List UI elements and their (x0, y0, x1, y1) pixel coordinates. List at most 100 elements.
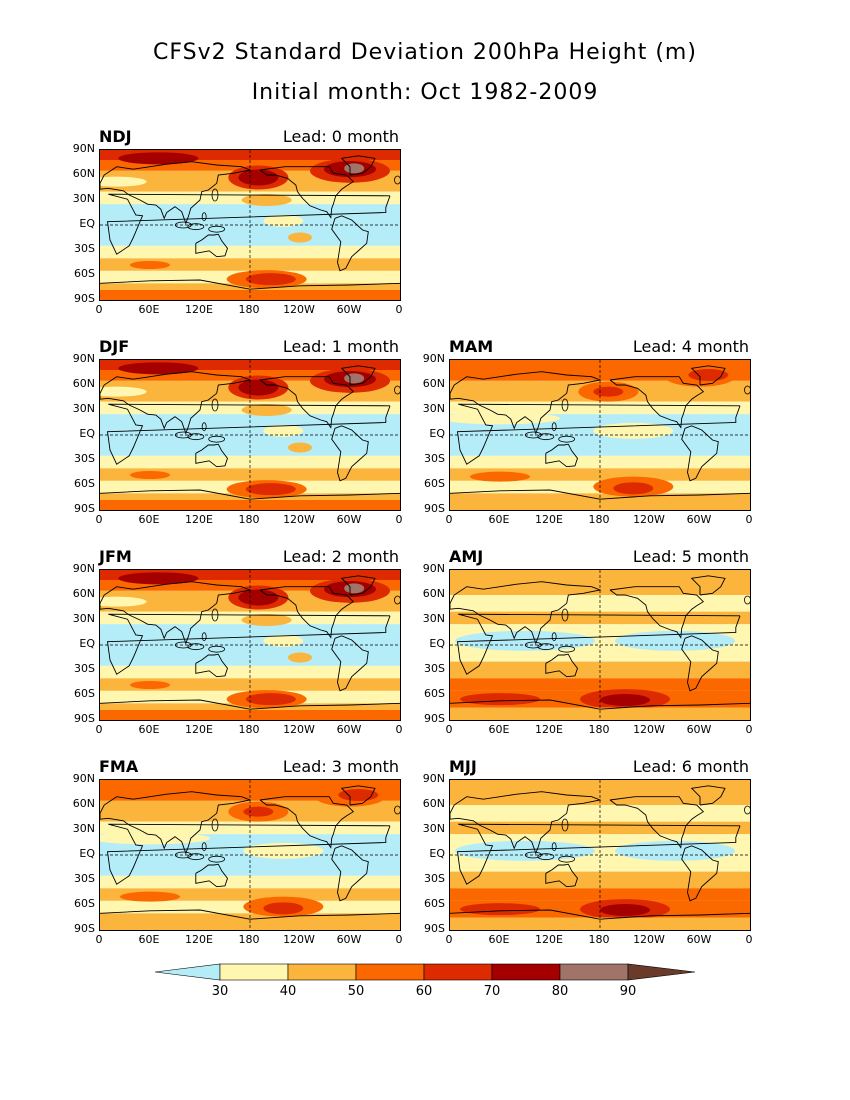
lat-tick-label: 60S (424, 687, 445, 700)
lon-tick-label: 180 (238, 303, 260, 316)
lon-tick-label: 0 (745, 513, 753, 526)
lat-tick-label: 30N (72, 822, 95, 835)
lon-tick-label: 60E (138, 933, 160, 946)
lat-tick-label: 30S (74, 452, 95, 465)
lon-tick-label: 60W (336, 513, 362, 526)
lon-tick-label: 120E (185, 933, 213, 946)
lat-tick-label: EQ (79, 847, 95, 860)
panel-lead: Lead: 1 month (282, 337, 399, 356)
lon-tick-label: 0 (95, 933, 103, 946)
lon-tick-label: 120E (535, 723, 563, 736)
lon-tick-label: 60W (336, 303, 362, 316)
lon-tick-label: 60E (488, 723, 510, 736)
lon-tick-label: 0 (445, 513, 453, 526)
lat-tick-label: 90N (72, 352, 95, 365)
colorbar-tick-label: 50 (347, 984, 365, 999)
lon-tick-label: 0 (745, 723, 753, 736)
map-canvas (99, 359, 401, 511)
lat-tick-label: 60S (74, 897, 95, 910)
lat-tick-label: 90S (74, 712, 95, 725)
lon-tick-label: 0 (95, 723, 103, 736)
lat-tick-label: 30N (72, 402, 95, 415)
lon-tick-label: 120W (283, 303, 315, 316)
lat-tick-label: 60S (74, 477, 95, 490)
lat-tick-label: EQ (79, 427, 95, 440)
lat-tick-label: EQ (79, 217, 95, 230)
lat-tick-label: 30S (424, 662, 445, 675)
lon-tick-label: 60W (336, 723, 362, 736)
panel-season: MAM (449, 337, 494, 356)
page-subtitle: Initial month: Oct 1982-2009 (251, 80, 599, 105)
lon-tick-label: 180 (238, 933, 260, 946)
panel-lead: Lead: 5 month (632, 547, 749, 566)
lat-tick-label: EQ (429, 427, 445, 440)
lon-tick-label: 0 (395, 513, 403, 526)
lat-tick-label: 60N (72, 587, 95, 600)
lat-tick-label: 30N (72, 612, 95, 625)
panel-lead: Lead: 6 month (632, 757, 749, 776)
page-title: CFSv2 Standard Deviation 200hPa Height (… (153, 40, 697, 65)
panel-lead: Lead: 0 month (282, 127, 399, 146)
lon-tick-label: 120W (633, 723, 665, 736)
lat-tick-label: 90S (74, 502, 95, 515)
lon-tick-label: 0 (395, 723, 403, 736)
lon-tick-label: 180 (238, 513, 260, 526)
panel-lead: Lead: 2 month (282, 547, 399, 566)
colorbar (154, 963, 696, 981)
lat-tick-label: 30S (74, 662, 95, 675)
lon-tick-label: 120E (535, 933, 563, 946)
map-canvas (99, 569, 401, 721)
lon-tick-label: 0 (95, 513, 103, 526)
lon-tick-label: 0 (445, 933, 453, 946)
colorbar-tick-label: 80 (551, 984, 569, 999)
lon-tick-label: 60W (686, 513, 712, 526)
lat-tick-label: 30S (74, 242, 95, 255)
lon-tick-label: 120E (535, 513, 563, 526)
lat-tick-label: 60S (74, 687, 95, 700)
lon-tick-label: 180 (588, 933, 610, 946)
lon-tick-label: 0 (395, 303, 403, 316)
lat-tick-label: 30N (72, 192, 95, 205)
lat-tick-label: 90N (422, 352, 445, 365)
lon-tick-label: 120E (185, 513, 213, 526)
lat-tick-label: 90N (72, 142, 95, 155)
colorbar-tick-label: 40 (279, 984, 297, 999)
lon-tick-label: 60E (488, 513, 510, 526)
lat-tick-label: 60S (74, 267, 95, 280)
map-panel-amj: AMJ Lead: 5 month 90N 60N 30N EQ 30S 60S 90S 0 6… (423, 547, 753, 736)
lon-tick-label: 60E (488, 933, 510, 946)
map-panel-fma: FMA Lead: 3 month 90N 60N 30N EQ 30S 60S 90S 0 6… (73, 757, 403, 946)
map-canvas (449, 359, 751, 511)
panel-season: DJF (99, 337, 130, 356)
lat-tick-label: 90S (74, 292, 95, 305)
lat-tick-label: 90N (72, 562, 95, 575)
lon-tick-label: 60E (138, 513, 160, 526)
lon-tick-label: 180 (588, 513, 610, 526)
lat-tick-label: 60N (422, 587, 445, 600)
lat-tick-label: 60S (424, 897, 445, 910)
lat-tick-label: EQ (79, 637, 95, 650)
lat-tick-label: 90S (424, 922, 445, 935)
lat-tick-label: EQ (429, 847, 445, 860)
map-panel-ndj: NDJ Lead: 0 month 90N 60N 30N EQ 30S 60S 90S 0 6… (73, 127, 403, 316)
lat-tick-label: 90N (422, 772, 445, 785)
colorbar-tick-label: 90 (619, 984, 637, 999)
lon-tick-label: 60E (138, 723, 160, 736)
panel-lead: Lead: 4 month (632, 337, 749, 356)
lat-tick-label: 60S (424, 477, 445, 490)
lon-tick-label: 120W (633, 513, 665, 526)
colorbar-tick-label: 30 (211, 984, 229, 999)
lat-tick-label: 30N (422, 402, 445, 415)
lat-tick-label: EQ (429, 637, 445, 650)
colorbar-tick-label: 70 (483, 984, 501, 999)
lon-tick-label: 60E (138, 303, 160, 316)
lat-tick-label: 90N (422, 562, 445, 575)
map-canvas (99, 149, 401, 301)
lat-tick-label: 60N (422, 377, 445, 390)
lon-tick-label: 0 (95, 303, 103, 316)
map-panel-jfm: JFM Lead: 2 month 90N 60N 30N EQ 30S 60S 90S 0 6… (73, 547, 403, 736)
lon-tick-label: 120E (185, 303, 213, 316)
panel-season: FMA (99, 757, 139, 776)
map-canvas (99, 779, 401, 931)
lat-tick-label: 90S (424, 712, 445, 725)
